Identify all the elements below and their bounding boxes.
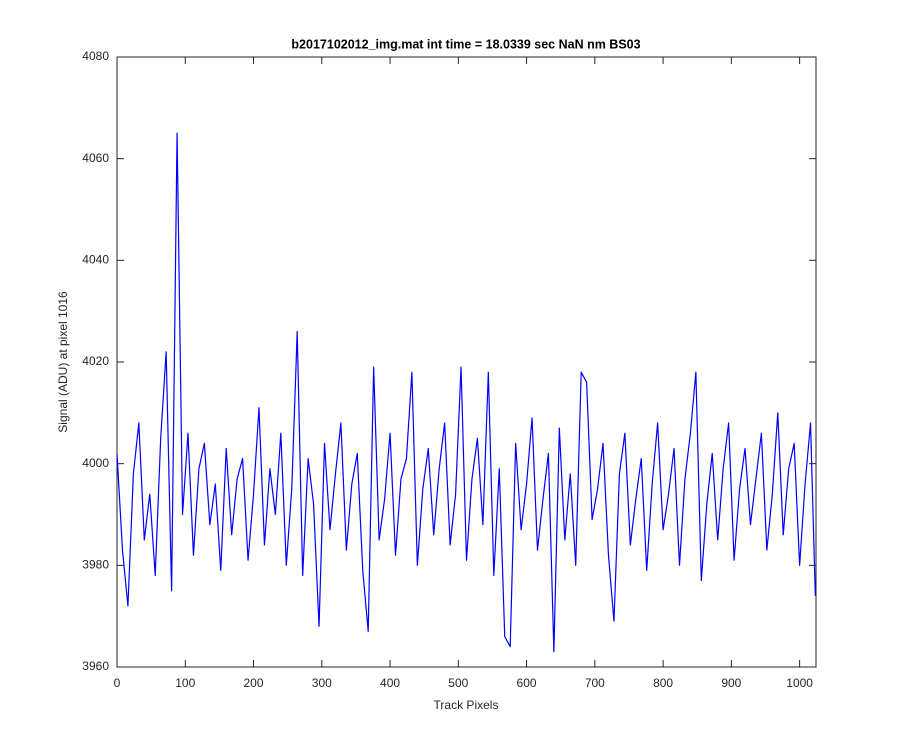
data-line (116, 132, 816, 653)
x-axis-label: Track Pixels (434, 698, 499, 712)
y-tick-label: 4080 (82, 49, 109, 63)
x-tick-label: 800 (653, 676, 673, 690)
x-tick-label: 500 (448, 676, 468, 690)
y-tick-label: 4040 (82, 253, 109, 267)
x-tick-label: 1000 (786, 676, 813, 690)
x-tick-label: 700 (585, 676, 605, 690)
x-tick-label: 400 (380, 676, 400, 690)
x-tick-label: 300 (312, 676, 332, 690)
x-tick-label: 0 (114, 676, 121, 690)
x-tick-label: 100 (175, 676, 195, 690)
y-tick-label: 3960 (82, 659, 109, 673)
plot-box (116, 56, 817, 668)
x-tick-label: 900 (721, 676, 741, 690)
y-axis-label: Signal (ADU) at pixel 1016 (56, 291, 70, 433)
x-tick-label: 200 (244, 676, 264, 690)
x-tick-label: 600 (517, 676, 537, 690)
chart-title: b2017102012_img.mat int time = 18.0339 s… (291, 37, 640, 51)
y-tick-label: 4000 (82, 456, 109, 470)
y-tick-label: 4020 (82, 354, 109, 368)
y-tick-label: 3980 (82, 558, 109, 572)
y-tick-label: 4060 (82, 151, 109, 165)
